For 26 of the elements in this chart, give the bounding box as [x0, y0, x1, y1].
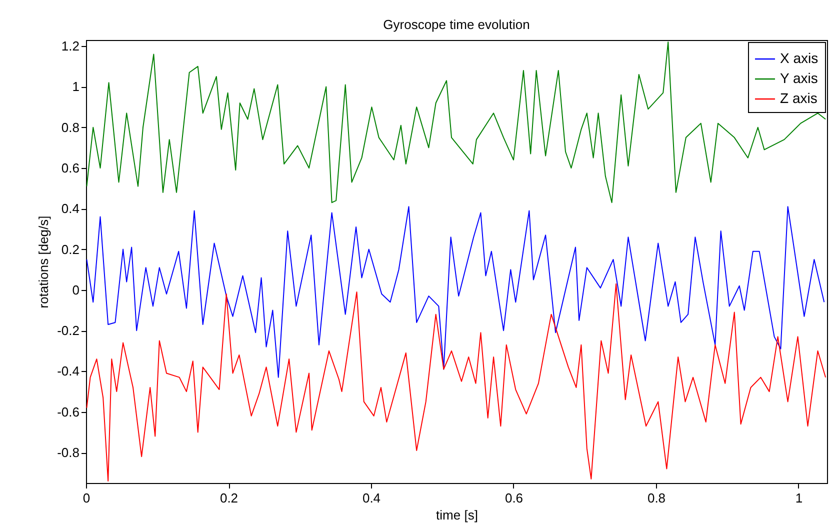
y-tick-label: -0.4 [57, 364, 80, 379]
line-series [86, 42, 826, 204]
x-axis-title: time [s] [436, 508, 478, 522]
x-tick-label: 1 [795, 490, 803, 506]
y-tick-label: 0.8 [61, 120, 80, 135]
y-tick-label: 0.4 [61, 201, 80, 216]
x-tick-label: 0.6 [504, 490, 524, 506]
y-axis-title: rotations [deg/s] [36, 216, 52, 308]
y-tick-label: 0 [72, 282, 80, 298]
legend-label: X axis [780, 50, 818, 66]
y-tick-label: 0.2 [61, 242, 80, 257]
x-tick-label: 0.8 [647, 490, 666, 506]
x-tick-label: 0.4 [362, 490, 381, 506]
legend-label: Y axis [780, 70, 818, 86]
y-tick-label: -0.8 [57, 445, 80, 460]
legend-label: Z axis [780, 90, 818, 106]
x-tick-label: 0.2 [220, 490, 238, 506]
y-tick-label: 1 [72, 79, 80, 94]
line-series [86, 283, 826, 482]
x-tick-label: 0 [82, 490, 90, 506]
chart-title: Gyroscope time evolution [383, 17, 530, 32]
line-series [86, 206, 825, 378]
y-tick-label: 1.2 [61, 38, 80, 54]
y-tick-label: -0.2 [57, 323, 80, 338]
y-tick-label: -0.6 [57, 404, 80, 420]
y-tick-label: 0.6 [61, 160, 80, 176]
